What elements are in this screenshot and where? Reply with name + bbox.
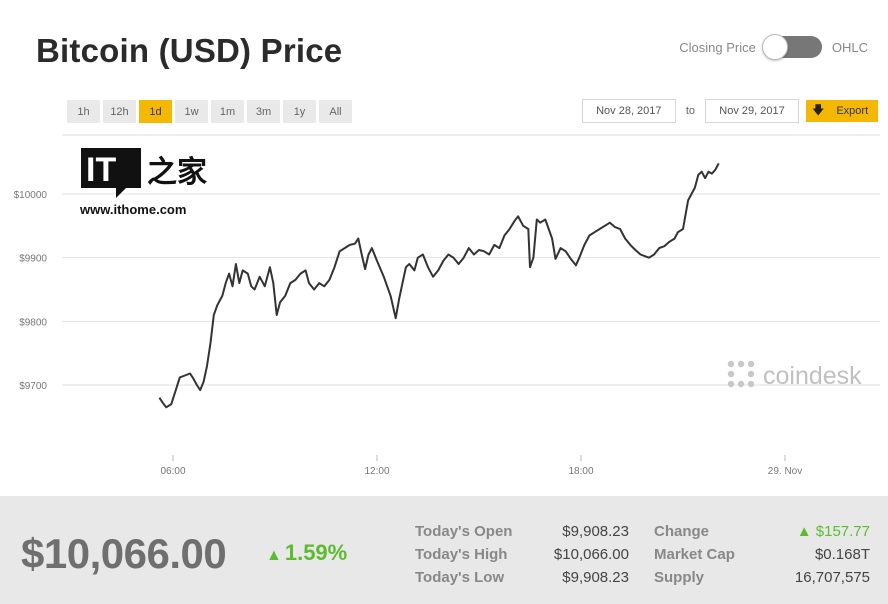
stat-label: Today's Open	[415, 523, 513, 540]
ohlc-label: OHLC	[831, 39, 868, 55]
up-triangle-icon: ▲	[266, 547, 282, 564]
stats-right: Change ▲ $157.77 Market Cap $0.168T Supply…	[654, 520, 870, 589]
change-percent: ▲ 1.59%	[266, 540, 347, 566]
stat-label: Supply	[654, 569, 705, 586]
range-1m[interactable]: 1m	[211, 100, 244, 123]
coindesk-logo-icon	[727, 360, 755, 388]
to-label: to	[685, 105, 695, 117]
y-tick-label: $9900	[19, 254, 47, 265]
y-tick-label: $10000	[14, 190, 48, 201]
stat-value: $0.168T	[814, 546, 870, 563]
x-tick-label: 18:00	[568, 466, 593, 477]
x-tick-label: 29. Nov	[768, 466, 802, 477]
stat-row: Change ▲ $157.77	[654, 520, 870, 543]
ithome-logo: IT 之家	[81, 148, 207, 198]
date-to-input[interactable]	[705, 99, 799, 123]
stat-value: 16,707,575	[794, 569, 870, 586]
price-line	[158, 162, 720, 409]
export-button[interactable]: 🡇 Export	[806, 100, 878, 122]
chart-mode-toggle-group: Closing Price OHLC	[679, 34, 868, 60]
y-tick-label: $9700	[19, 381, 47, 392]
coindesk-wordmark: coindesk	[763, 362, 862, 390]
stat-row: Supply 16,707,575	[654, 566, 870, 589]
range-1h[interactable]: 1h	[67, 100, 100, 123]
stat-row: Today's Open $9,908.23	[415, 520, 629, 543]
range-all[interactable]: All	[319, 100, 352, 123]
y-axis-ticks: $10000 $9900 $9800 $9700	[14, 190, 48, 392]
stat-value: $10,066.00	[553, 546, 629, 563]
stats-left: Today's Open $9,908.23 Today's High $10,06…	[415, 520, 629, 589]
stat-value: ▲ $157.77	[796, 523, 870, 540]
stat-row: Today's Low $9,908.23	[415, 566, 629, 589]
toggle-knob[interactable]	[761, 34, 788, 60]
page-title: Bitcoin (USD) Price	[36, 32, 343, 69]
download-arrow-icon: 🡇	[812, 102, 825, 117]
range-3m[interactable]: 3m	[247, 100, 280, 123]
current-price: $10,066.00	[21, 530, 227, 577]
range-12h[interactable]: 12h	[103, 100, 136, 123]
y-tick-label: $9800	[19, 317, 47, 328]
change-percent-value: 1.59%	[284, 540, 348, 565]
export-label: Export	[836, 105, 869, 117]
x-tick-label: 06:00	[160, 466, 185, 477]
svg-text:IT: IT	[86, 151, 116, 189]
stat-label: Today's High	[415, 546, 508, 563]
date-range: to 🡇 Export	[581, 99, 878, 123]
x-axis-ticks: 06:00 12:00 18:00 29. Nov	[160, 455, 802, 477]
chart-mode-toggle[interactable]	[761, 34, 822, 60]
time-range-selector: 1h 12h 1d 1w 1m 3m 1y All	[67, 100, 352, 123]
ithome-url: www.ithome.com	[79, 202, 186, 217]
date-from-input[interactable]	[581, 99, 676, 123]
range-1d[interactable]: 1d	[139, 100, 172, 123]
range-1y[interactable]: 1y	[283, 100, 316, 123]
stat-row: Market Cap $0.168T	[654, 543, 870, 566]
stat-label: Today's Low	[415, 569, 505, 586]
stat-value: $9,908.23	[562, 569, 629, 586]
price-summary-panel	[0, 496, 888, 604]
closing-price-label: Closing Price	[679, 39, 756, 55]
stat-value: $9,908.23	[562, 523, 629, 540]
stat-row: Today's High $10,066.00	[415, 543, 629, 566]
stat-label: Change	[654, 523, 710, 540]
svg-text:之家: 之家	[147, 155, 207, 190]
stat-label: Market Cap	[654, 546, 735, 563]
price-chart[interactable]: $10000 $9900 $9800 $9700 06:00 12:00 18:00 29.…	[0, 130, 888, 490]
chart-grid	[62, 134, 880, 386]
x-tick-label: 12:00	[364, 466, 389, 477]
range-1w[interactable]: 1w	[175, 100, 208, 123]
